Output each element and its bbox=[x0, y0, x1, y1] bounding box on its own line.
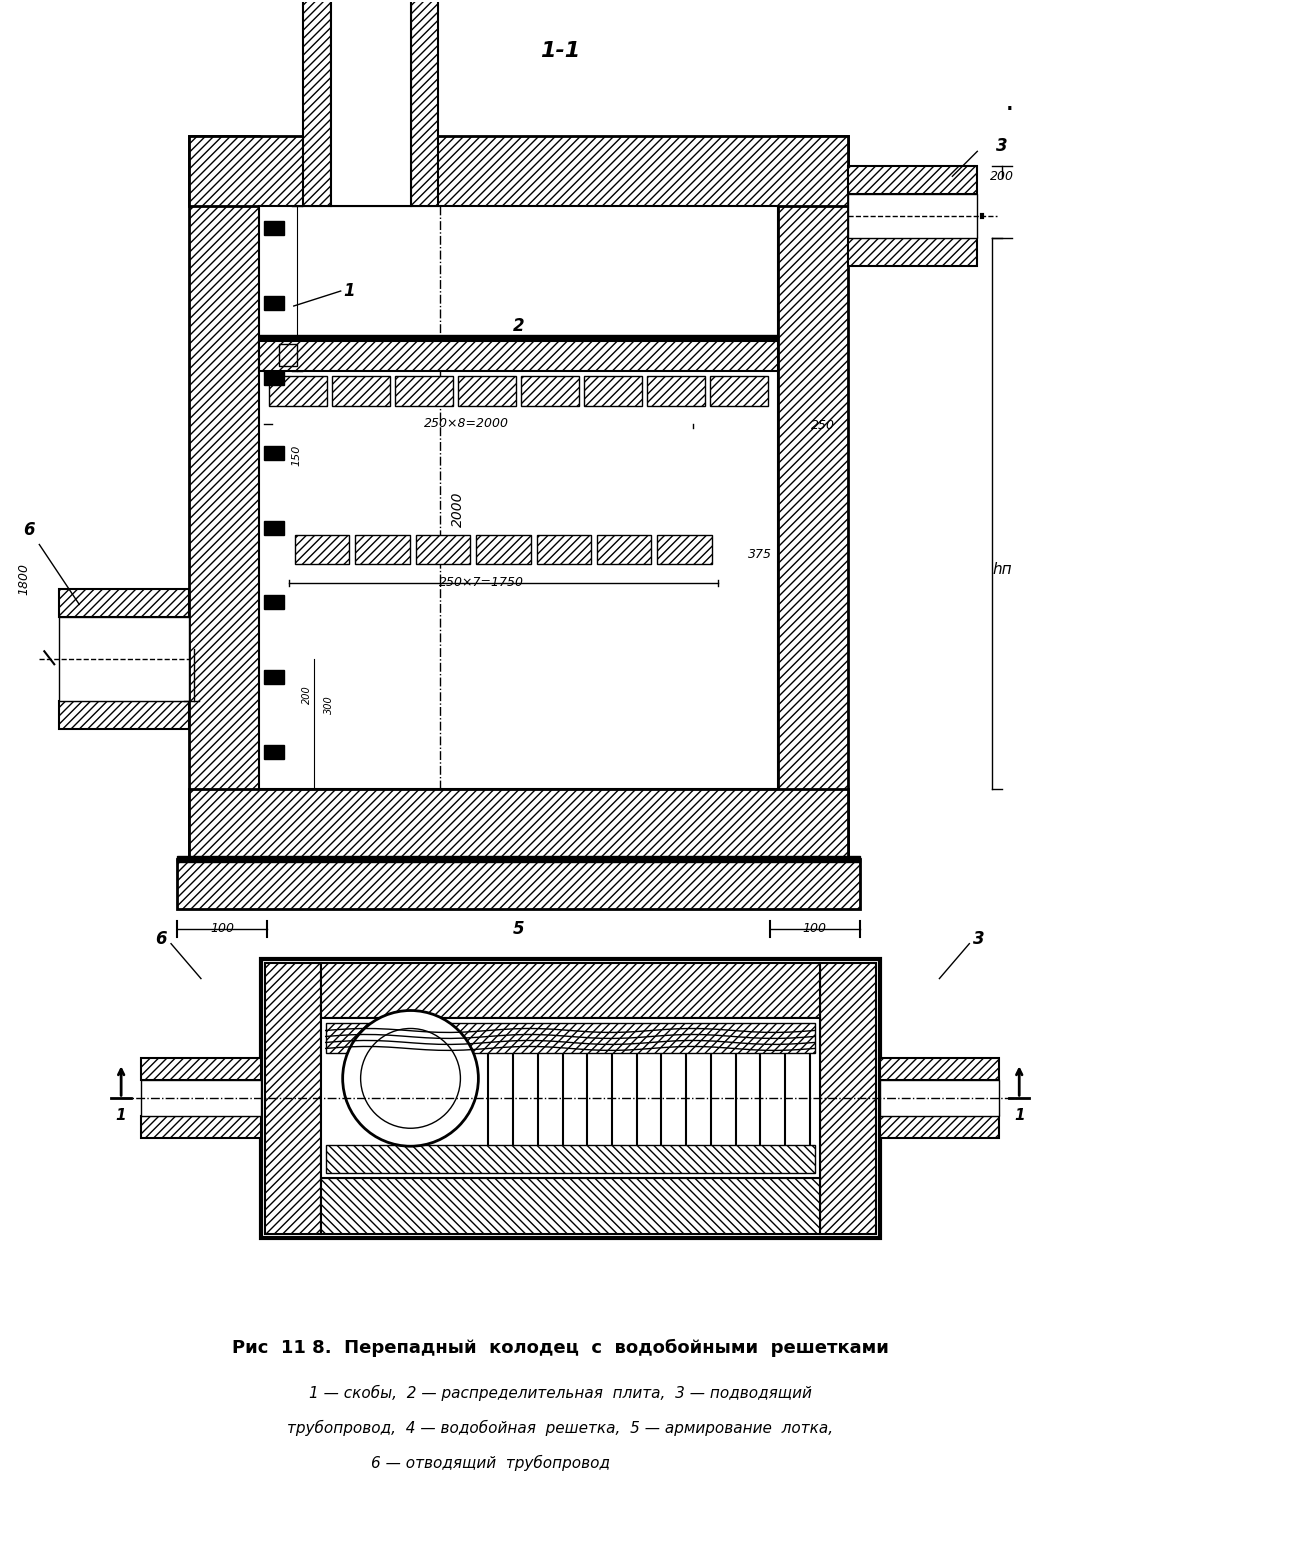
Bar bbox=[395, 376, 452, 405]
Bar bbox=[264, 296, 283, 310]
Bar bbox=[264, 745, 283, 759]
Bar bbox=[264, 371, 283, 385]
Text: 200: 200 bbox=[990, 170, 1015, 182]
Text: 3: 3 bbox=[996, 137, 1008, 156]
Bar bbox=[330, 0, 410, 206]
Bar bbox=[848, 239, 977, 267]
Bar bbox=[520, 376, 578, 405]
Bar bbox=[303, 0, 330, 206]
Bar bbox=[295, 535, 349, 564]
Bar bbox=[325, 1023, 814, 1054]
Bar bbox=[657, 535, 712, 564]
Bar bbox=[321, 1018, 819, 1179]
Bar bbox=[410, 0, 438, 206]
Bar bbox=[59, 617, 189, 702]
Bar bbox=[189, 789, 848, 859]
Bar bbox=[709, 376, 768, 405]
Text: 1: 1 bbox=[1013, 1108, 1024, 1124]
Bar bbox=[261, 959, 880, 1238]
Text: hп: hп bbox=[992, 563, 1012, 577]
Circle shape bbox=[342, 1010, 479, 1146]
Text: ·: · bbox=[1004, 97, 1015, 125]
Bar bbox=[264, 596, 283, 610]
Text: трубопровод,  4 — водобойная  решетка,  5 — армирование  лотка,: трубопровод, 4 — водобойная решетка, 5 —… bbox=[287, 1420, 834, 1436]
Bar bbox=[583, 376, 642, 405]
Text: 100: 100 bbox=[210, 923, 233, 935]
Text: 1-1: 1-1 bbox=[540, 41, 581, 61]
Bar bbox=[321, 1179, 819, 1235]
Bar bbox=[258, 341, 777, 371]
Bar bbox=[416, 535, 471, 564]
Bar bbox=[355, 535, 409, 564]
Text: 6: 6 bbox=[24, 521, 35, 538]
Bar bbox=[848, 167, 977, 195]
Bar bbox=[325, 1146, 814, 1174]
Bar bbox=[177, 856, 860, 862]
Text: 6: 6 bbox=[155, 929, 166, 948]
Text: 375: 375 bbox=[747, 547, 772, 561]
Bar bbox=[880, 1116, 999, 1138]
Text: 5: 5 bbox=[513, 920, 524, 937]
Circle shape bbox=[361, 1029, 460, 1129]
Bar bbox=[279, 345, 296, 366]
Text: 2000: 2000 bbox=[451, 491, 465, 527]
Bar bbox=[142, 1116, 261, 1138]
Bar bbox=[177, 859, 860, 909]
Bar bbox=[269, 376, 326, 405]
Text: 3: 3 bbox=[974, 929, 985, 948]
Bar bbox=[597, 535, 652, 564]
Bar bbox=[264, 521, 283, 535]
Text: 100: 100 bbox=[802, 923, 827, 935]
Bar bbox=[264, 670, 283, 684]
Bar bbox=[819, 962, 876, 1235]
Bar bbox=[59, 589, 189, 617]
Text: 250: 250 bbox=[810, 419, 835, 432]
Bar bbox=[848, 195, 977, 239]
Bar bbox=[777, 136, 848, 859]
Bar bbox=[258, 335, 777, 341]
Text: 250×8=2000: 250×8=2000 bbox=[423, 418, 509, 430]
Text: 250×7=1750: 250×7=1750 bbox=[439, 575, 524, 589]
Bar bbox=[880, 1080, 999, 1116]
Text: 1 — скобы,  2 — распределительная  плита,  3 — подводящий: 1 — скобы, 2 — распределительная плита, … bbox=[309, 1384, 812, 1402]
Bar bbox=[321, 962, 819, 1018]
Bar bbox=[264, 221, 283, 235]
Text: 1: 1 bbox=[115, 1108, 126, 1124]
Text: 4: 4 bbox=[513, 351, 524, 369]
Bar bbox=[258, 206, 777, 789]
Bar bbox=[646, 376, 705, 405]
Bar bbox=[332, 376, 389, 405]
Bar bbox=[458, 376, 515, 405]
Text: 6 — отводящий  трубопровод: 6 — отводящий трубопровод bbox=[371, 1455, 610, 1470]
Text: 1800: 1800 bbox=[18, 563, 31, 596]
Bar bbox=[536, 535, 591, 564]
Bar bbox=[265, 962, 321, 1235]
Text: 300: 300 bbox=[324, 695, 334, 714]
Bar bbox=[264, 446, 283, 460]
Bar bbox=[142, 1059, 261, 1080]
Polygon shape bbox=[342, 1010, 410, 1166]
Text: 2: 2 bbox=[513, 316, 524, 335]
Bar bbox=[476, 535, 531, 564]
Bar bbox=[189, 136, 848, 206]
Bar bbox=[880, 1059, 999, 1080]
Text: 200: 200 bbox=[302, 684, 312, 703]
Text: 150: 150 bbox=[292, 444, 302, 466]
Bar bbox=[142, 1080, 261, 1116]
Bar bbox=[189, 136, 258, 859]
Text: Рис  11 8.  Перепадный  колодец  с  водобойными  решетками: Рис 11 8. Перепадный колодец с водобойны… bbox=[232, 1339, 889, 1356]
Bar bbox=[59, 702, 189, 730]
Text: 1: 1 bbox=[343, 282, 355, 299]
